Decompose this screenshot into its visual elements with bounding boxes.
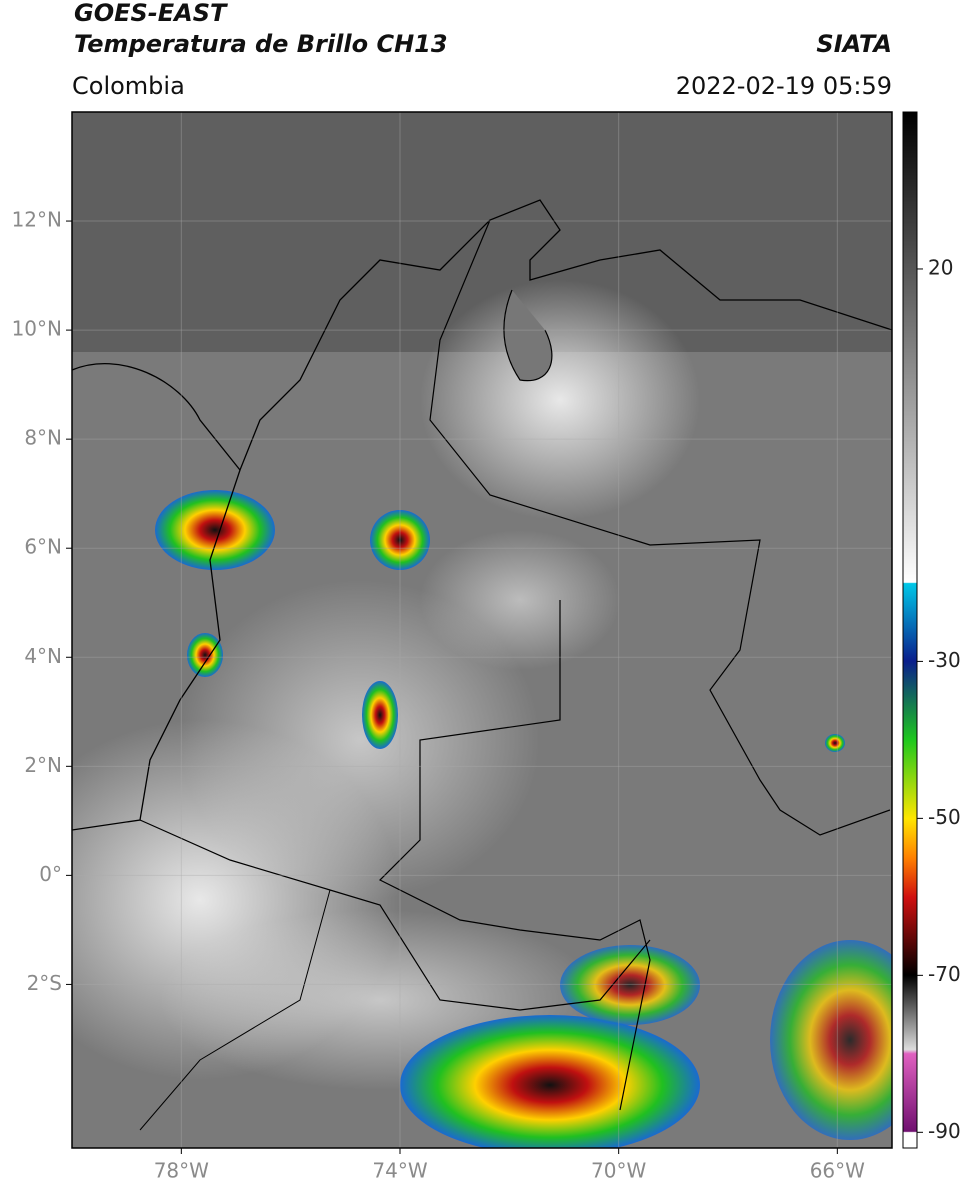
colorbar [902, 111, 918, 1149]
source: SIATA [816, 30, 892, 58]
y-tick-label: 8°N [24, 426, 62, 450]
region: Colombia [72, 72, 185, 100]
y-tick-label: 4°N [24, 644, 62, 668]
y-tick-label: 2°N [24, 753, 62, 777]
x-tick-label: 70°W [591, 1159, 646, 1183]
colorbar-tick-label: -90 [928, 1119, 961, 1143]
satellite-image [72, 112, 892, 1148]
x-tick-label: 66°W [810, 1159, 865, 1183]
map-frame [71, 111, 893, 1149]
y-tick-label: 2°S [27, 971, 62, 995]
colorbar-tick-label: -50 [928, 805, 961, 829]
colorbar-tick-label: -70 [928, 962, 961, 986]
title: GOES-EAST [74, 0, 228, 27]
timestamp: 2022-02-19 05:59 [676, 72, 892, 100]
y-tick-label: 12°N [12, 208, 62, 232]
y-tick-label: 0° [39, 862, 62, 886]
x-tick-label: 78°W [154, 1159, 209, 1183]
colorbar-tick-label: 20 [928, 255, 953, 279]
colorbar-tick-label: -30 [928, 648, 961, 672]
y-tick-label: 6°N [24, 535, 62, 559]
subtitle: Temperatura de Brillo CH13 [74, 30, 448, 58]
x-tick-label: 74°W [372, 1159, 427, 1183]
y-tick-label: 10°N [12, 317, 62, 341]
graticule [72, 112, 892, 1148]
